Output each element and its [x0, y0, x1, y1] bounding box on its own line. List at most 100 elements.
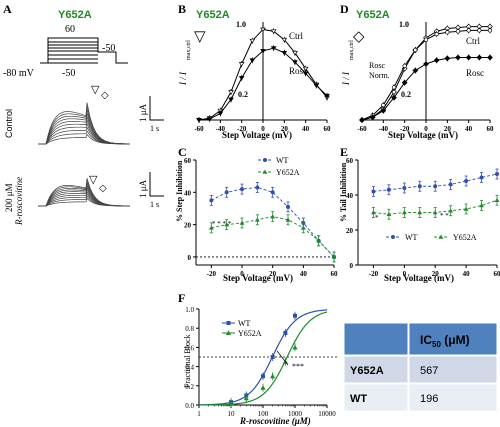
data-point — [270, 373, 276, 379]
current-trace — [38, 130, 131, 145]
y-tick-label: 0.0 — [185, 402, 194, 410]
x-tick-label: 1 — [197, 410, 201, 418]
panel-b-plot: -60 -40 -20 0 20 40 60 — [194, 22, 331, 133]
panel-c-letter: C — [178, 145, 187, 159]
data-point — [401, 79, 408, 86]
data-point — [316, 238, 322, 243]
panel-b-ctrl-label: Ctrl — [289, 31, 304, 41]
data-point — [292, 60, 298, 65]
current-traces-control — [38, 102, 131, 145]
data-point — [292, 50, 298, 56]
data-point — [495, 172, 499, 176]
y-tick-label: 0.2 — [185, 383, 194, 391]
data-point — [281, 50, 288, 56]
rosc-triangle-marker: ▽ — [89, 174, 98, 186]
x-tick-label: 60 — [331, 270, 339, 278]
panel-e-legend-y652a: Y652A — [453, 233, 477, 242]
y-tick-label: 60 — [346, 157, 354, 165]
data-point — [228, 90, 234, 95]
data-point — [302, 66, 309, 72]
data-point — [228, 97, 234, 103]
data-point — [281, 37, 288, 43]
panel-b-mutant-label: Y652A — [196, 9, 230, 21]
panel-d-letter: D — [340, 2, 349, 16]
data-point — [479, 203, 484, 208]
voltage-protocol — [40, 37, 128, 64]
data-point — [380, 107, 387, 114]
table-row-2-cell-2 — [408, 383, 498, 412]
control-diamond-marker: ◇ — [101, 90, 109, 101]
legend-marker — [263, 158, 267, 162]
scale-bar-control — [149, 96, 164, 121]
row-label-drug-conc: 200 μM — [4, 183, 14, 212]
y-tick-label: 40 — [184, 189, 192, 197]
data-point — [300, 225, 306, 230]
x-tick-label: 100 — [258, 410, 269, 418]
x-tick-label: 40 — [465, 125, 473, 133]
data-point — [391, 85, 397, 90]
data-point — [209, 198, 214, 203]
table-header-ic: IC50 (μM) — [420, 333, 470, 349]
legend-marker — [225, 330, 232, 335]
data-point — [286, 204, 290, 209]
table-header-cell-1 — [343, 322, 409, 356]
x-tick-label: 40 — [463, 270, 471, 278]
x-tick-label: -20 — [369, 270, 379, 278]
table-header-cell-2 — [408, 322, 498, 356]
y-tick-label: 40 — [346, 192, 354, 200]
data-point — [386, 187, 391, 192]
data-point — [208, 225, 214, 230]
x-tick-label: 60 — [494, 270, 500, 278]
panel-f-legend-wt: WT — [238, 319, 251, 328]
control-triangle-marker: ▽ — [91, 84, 100, 96]
protocol-hold-label: -80 mV — [3, 68, 35, 79]
data-point — [261, 374, 265, 379]
data-point — [391, 94, 397, 101]
x-tick-label: 60 — [324, 125, 332, 133]
panel-e-sig-right: * * — [440, 212, 449, 220]
panel-d-rosc-norm-label-1: Rosc — [369, 61, 385, 70]
data-point — [249, 38, 256, 44]
x-tick-label: 10 — [228, 410, 236, 418]
data-point — [292, 344, 298, 350]
data-point — [479, 175, 484, 180]
protocol-step-bottom-label: -50 — [62, 68, 75, 79]
panel-b-xlabel: Step Voltage (mV) — [222, 130, 292, 140]
x-tick-label: 10000 — [318, 410, 336, 418]
table-row-1-value: 567 — [420, 365, 438, 377]
panel-d-ctrl-label: Ctrl — [466, 36, 481, 46]
data-point — [285, 217, 291, 222]
data-point — [371, 210, 376, 215]
legend-marker — [391, 235, 395, 239]
row-label-drug-name: R-roscovitine — [14, 177, 24, 226]
y-tick-label: 20 — [346, 227, 354, 235]
y-tick-label: 0 — [188, 254, 192, 262]
data-point — [477, 28, 482, 33]
data-point — [228, 400, 234, 406]
current-trace — [38, 102, 131, 145]
panel-c-sig-marks: * * * * — [212, 220, 232, 228]
data-point — [270, 46, 277, 51]
y-tick-label: 0.8 — [185, 325, 194, 333]
panel-a-letter: A — [3, 2, 12, 16]
scale-time-control: 1 s — [150, 124, 159, 133]
x-tick-label: -60 — [194, 125, 204, 133]
panel-f-xlabel: R-roscovitine (μM) — [239, 416, 311, 426]
panel-c-legend-wt: WT — [276, 156, 289, 165]
current-traces-roscovitine — [38, 178, 131, 207]
panel-f-letter: F — [178, 291, 185, 305]
data-point — [487, 28, 493, 33]
panel-b-ylabel-sub: max,ctrl — [186, 40, 192, 60]
panel-c-legend-y652a: Y652A — [276, 168, 300, 177]
scale-current-rosc: 1 μA — [138, 179, 148, 198]
x-tick-label: 20 — [432, 270, 440, 278]
data-point — [239, 220, 245, 225]
x-tick-label: 20 — [269, 270, 277, 278]
panel-c-plot: 0 20 40 60 -20 0 20 40 60 — [184, 157, 338, 278]
data-point — [255, 185, 260, 190]
data-point — [434, 31, 439, 37]
x-tick-label: 1000 — [288, 410, 303, 418]
table-row-2-cell-1 — [343, 383, 409, 412]
data-point — [448, 182, 453, 187]
data-point — [369, 114, 376, 121]
